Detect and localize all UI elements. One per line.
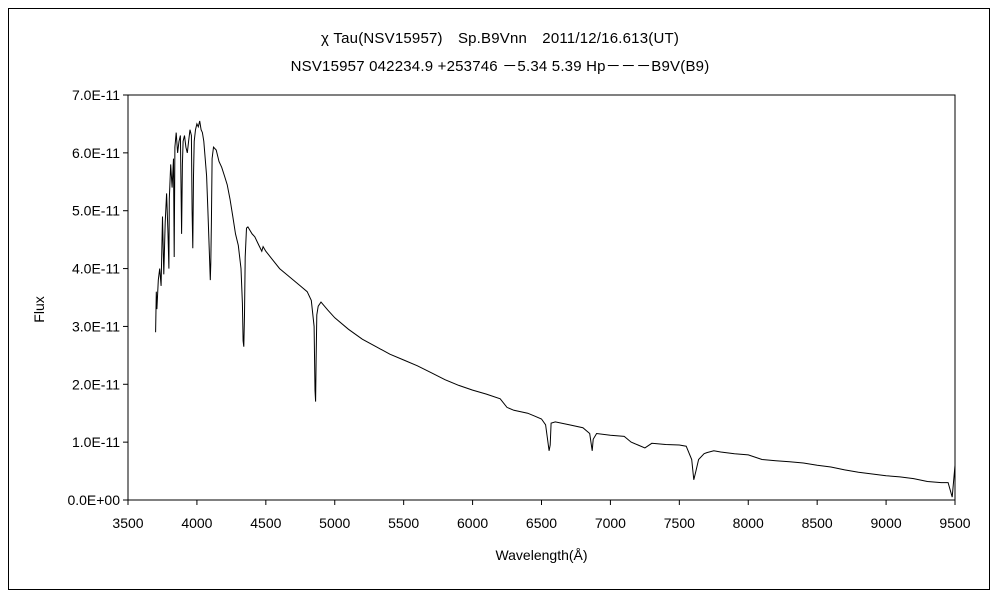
y-axis-label: Flux xyxy=(31,296,47,322)
x-tick-label: 4000 xyxy=(181,515,212,531)
y-tick-label: 3.0E-11 xyxy=(72,318,120,334)
y-tick-label: 1.0E-11 xyxy=(72,434,120,450)
y-tick-label: 7.0E-11 xyxy=(72,87,120,103)
chart-title: χ Tau(NSV15957) Sp.B9Vnn 2011/12/16.613(… xyxy=(320,30,680,47)
x-axis: 3500 4000 4500 5000 5500 6000 6500 7000 7500 8000… xyxy=(112,500,971,531)
y-tick-label: 4.0E-11 xyxy=(72,261,120,277)
x-tick-label: 5000 xyxy=(319,515,350,531)
chart-subtitle: NSV15957 042234.9 +253746 －5.34 5.39 Hp－… xyxy=(290,58,710,75)
spectrum-line xyxy=(155,120,956,498)
chart-frame xyxy=(8,8,990,590)
x-tick-label: 9000 xyxy=(871,515,902,531)
x-tick-label: 4500 xyxy=(250,515,281,531)
y-tick-label: 6.0E-11 xyxy=(72,145,120,161)
x-tick-label: 3500 xyxy=(112,515,143,531)
x-tick-label: 5500 xyxy=(388,515,419,531)
x-tick-label: 8000 xyxy=(733,515,764,531)
x-tick-label: 9500 xyxy=(939,515,970,531)
x-tick-label: 7500 xyxy=(664,515,695,531)
y-tick-label: 0.0E+00 xyxy=(67,492,120,508)
x-tick-label: 8500 xyxy=(802,515,833,531)
y-tick-label: 5.0E-11 xyxy=(72,203,120,219)
x-tick-label: 6000 xyxy=(457,515,488,531)
x-tick-label: 6500 xyxy=(526,515,557,531)
y-tick-label: 2.0E-11 xyxy=(72,376,120,392)
plot-area xyxy=(127,94,956,501)
x-tick-label: 7000 xyxy=(595,515,626,531)
y-axis: 0.0E+00 1.0E-11 2.0E-11 3.0E-11 4.0E-11 5.0E-… xyxy=(67,87,128,508)
x-axis-label: Wavelength(Å) xyxy=(495,547,587,563)
